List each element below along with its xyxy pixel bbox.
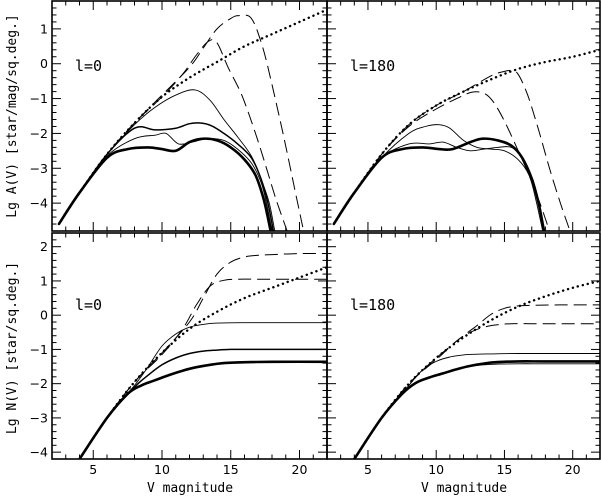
- x-tick-label: 5: [364, 462, 372, 477]
- panel-label: l=0: [75, 296, 102, 314]
- x-tick-label: 20: [292, 462, 308, 477]
- panel-r1-c1: 5 10 15 20 l=180: [326, 232, 601, 477]
- x-axis-title-right: V magnitude: [421, 481, 507, 496]
- series-thin-5: [58, 132, 273, 231]
- series-dashed-2: [79, 278, 327, 459]
- series-dotted-0: [57, 8, 327, 226]
- panel-frame: [326, 232, 601, 460]
- series-thick-5: [332, 137, 546, 231]
- x-tick-label: 10: [428, 462, 444, 477]
- series-thin-3: [58, 89, 276, 231]
- series-thick-6: [57, 137, 272, 231]
- panel-label: l=180: [350, 296, 395, 314]
- y-tick-label: −3: [30, 161, 48, 176]
- y-tick-label: 0: [40, 308, 48, 323]
- series-thin-3: [333, 124, 544, 231]
- series-thick-5: [353, 360, 600, 459]
- x-tick-label: 10: [154, 462, 170, 477]
- x-tick-label: 15: [496, 462, 512, 477]
- panel-frame: [51, 0, 328, 232]
- panel-label: l=180: [350, 57, 395, 75]
- series-medium-4: [58, 122, 275, 231]
- series-thick-5: [78, 360, 327, 459]
- x-axis-title-left: V magnitude: [147, 481, 233, 496]
- series-dashed-1: [79, 252, 327, 459]
- x-tick-label: 20: [565, 462, 581, 477]
- panel-r0-c1: l=180: [326, 0, 601, 232]
- y-tick-label: −4: [30, 445, 48, 460]
- series-dotted-0: [332, 48, 600, 226]
- panel-label: l=0: [75, 57, 102, 75]
- series-thin-3: [79, 322, 327, 459]
- series-dotted-0: [78, 266, 327, 459]
- y-tick-label: 1: [40, 21, 48, 36]
- series-dashed-1: [333, 69, 571, 231]
- y-tick-label: −3: [30, 410, 48, 425]
- series-group: [78, 252, 327, 459]
- series-dashed-1: [353, 304, 600, 459]
- series-group: [353, 279, 600, 459]
- panel-frame: [326, 0, 601, 232]
- series-dashed-2: [333, 91, 550, 231]
- series-group: [332, 48, 600, 231]
- panel-r1-c0: 210−1−2−3−45 10 15 20l=0: [30, 232, 328, 477]
- x-tick-label: 5: [89, 462, 97, 477]
- series-group: [57, 8, 327, 231]
- x-tick-label: 15: [223, 462, 239, 477]
- y-tick-label: −2: [30, 376, 48, 391]
- y-tick-label: 1: [40, 273, 48, 288]
- panel-frame: [51, 232, 328, 460]
- y-axis-title-bottom: Lg N(V) [star/sq.deg.]: [5, 262, 20, 434]
- y-tick-label: −4: [30, 196, 48, 211]
- y-tick-label: 0: [40, 56, 48, 71]
- panel-r0-c0: 1 0 −1 −2 −3 −4 l=0: [30, 0, 328, 232]
- y-tick-label: −2: [30, 126, 48, 141]
- series-dashed-2: [353, 323, 600, 459]
- y-tick-label: −1: [30, 91, 48, 106]
- y-tick-label: −1: [30, 342, 48, 357]
- series-thin-4: [353, 363, 600, 459]
- y-tick-label: 2: [40, 239, 48, 254]
- y-axis-title-top: Lg A(V) [star/mag/sq.deg.]: [5, 14, 20, 218]
